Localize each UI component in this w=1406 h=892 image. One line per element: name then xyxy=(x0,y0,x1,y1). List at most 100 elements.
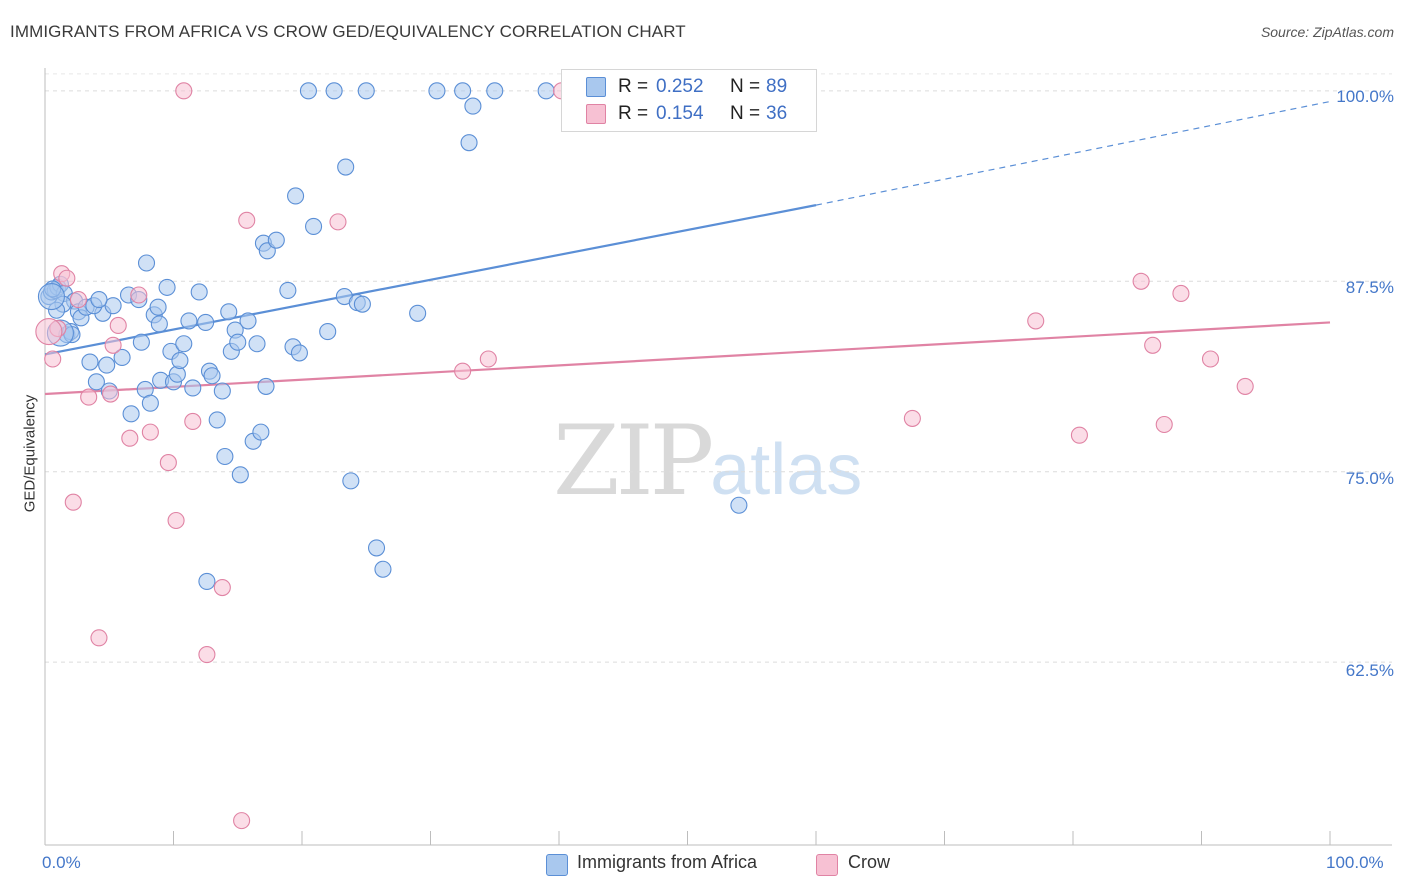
legend-swatch-africa xyxy=(586,77,606,97)
africa-point xyxy=(231,466,249,484)
africa-point xyxy=(203,367,221,385)
africa-point xyxy=(342,472,360,490)
bottom-legend-swatch-crow xyxy=(816,854,838,876)
africa-point xyxy=(175,335,193,353)
africa-trend-line xyxy=(44,204,817,356)
crow-point xyxy=(233,812,251,830)
y-tick-label: 100.0% xyxy=(1336,87,1394,106)
africa-point xyxy=(149,298,167,316)
africa-point xyxy=(81,353,99,371)
legend-r-value: 0.252 xyxy=(656,76,704,97)
africa-point xyxy=(158,278,176,296)
crow-point xyxy=(1155,415,1173,434)
africa-point xyxy=(150,315,168,333)
crow-point xyxy=(141,423,159,441)
crow-point xyxy=(1144,336,1162,354)
africa-point xyxy=(464,97,482,115)
crow-point xyxy=(121,429,139,447)
africa-point xyxy=(171,351,189,370)
africa-point xyxy=(299,82,317,100)
legend-n-label: N = xyxy=(730,103,761,124)
africa-point xyxy=(180,312,198,330)
crow-point xyxy=(198,646,216,664)
crow-point xyxy=(35,318,63,346)
africa-point xyxy=(319,323,337,341)
africa-point xyxy=(220,303,238,321)
africa-point xyxy=(184,379,202,397)
africa-point xyxy=(208,411,226,429)
y-tick-label: 62.5% xyxy=(1345,661,1394,680)
watermark: ZIPatlas xyxy=(553,405,862,517)
crow-point xyxy=(1132,272,1150,290)
legend-r-label: R = xyxy=(618,76,649,97)
watermark-zip: ZIP xyxy=(553,405,714,517)
africa-point xyxy=(198,572,216,590)
crow-point xyxy=(101,385,120,403)
crow-point xyxy=(80,388,98,406)
africa-point xyxy=(37,282,65,311)
bottom-legend-label: Immigrants from Africa xyxy=(577,852,758,872)
crow-point xyxy=(69,291,87,309)
crow-point xyxy=(90,629,108,647)
source-credit: Source: ZipAtlas.com xyxy=(1260,24,1394,40)
crow-point xyxy=(175,82,193,100)
africa-point xyxy=(190,283,208,301)
legend-swatch-crow xyxy=(586,104,606,124)
crow-point xyxy=(44,350,62,368)
crow-point xyxy=(58,269,76,287)
crow-point xyxy=(167,511,185,530)
africa-point xyxy=(353,295,371,313)
africa-point xyxy=(337,158,355,176)
africa-point xyxy=(325,82,343,100)
bottom-legend-swatch-africa xyxy=(546,854,568,876)
crow-point xyxy=(1236,377,1254,395)
africa-point xyxy=(257,377,275,395)
africa-point xyxy=(460,134,478,152)
africa-point xyxy=(141,394,159,412)
africa-point xyxy=(428,82,446,100)
africa-point xyxy=(248,335,266,353)
africa-point xyxy=(486,82,504,100)
y-tick-label: 87.5% xyxy=(1345,278,1394,297)
x-tick-label: 0.0% xyxy=(42,853,81,872)
crow-point xyxy=(1070,426,1088,444)
africa-point xyxy=(730,496,748,514)
crow-point xyxy=(1201,350,1220,368)
africa-point xyxy=(367,539,386,557)
crow-point xyxy=(329,213,347,231)
crow-point xyxy=(1172,284,1190,303)
africa-point xyxy=(279,281,297,299)
crow-point xyxy=(213,578,231,597)
africa-point xyxy=(90,291,108,309)
crow-point xyxy=(130,286,148,304)
watermark-atlas: atlas xyxy=(710,430,863,510)
crow-point xyxy=(109,316,127,335)
africa-point xyxy=(229,333,247,351)
crow-point xyxy=(1027,312,1045,330)
crow-point xyxy=(479,350,497,368)
crow-point xyxy=(104,336,122,354)
x-tick-label: 100.0% xyxy=(1326,853,1384,872)
crow-point xyxy=(903,409,921,427)
africa-trend-line-extension xyxy=(815,100,1331,206)
africa-point xyxy=(454,82,472,100)
africa-point xyxy=(87,373,105,391)
chart-title: IMMIGRANTS FROM AFRICA VS CROW GED/EQUIV… xyxy=(10,22,686,41)
africa-point xyxy=(98,356,116,374)
legend-r-label: R = xyxy=(618,103,649,124)
legend-n-label: N = xyxy=(730,76,761,97)
legend-n-value: 89 xyxy=(766,76,788,97)
africa-point xyxy=(252,423,270,441)
africa-point xyxy=(357,82,375,100)
y-axis-title: GED/Equivalency xyxy=(21,394,39,513)
legend-r-value: 0.154 xyxy=(656,103,704,124)
crow-point xyxy=(159,454,177,472)
crow-point xyxy=(64,493,82,511)
africa-point xyxy=(113,348,131,367)
y-tick-label: 75.0% xyxy=(1345,469,1394,488)
africa-point xyxy=(409,304,427,322)
africa-point xyxy=(132,333,150,351)
africa-point xyxy=(137,254,156,272)
africa-point xyxy=(290,344,308,362)
